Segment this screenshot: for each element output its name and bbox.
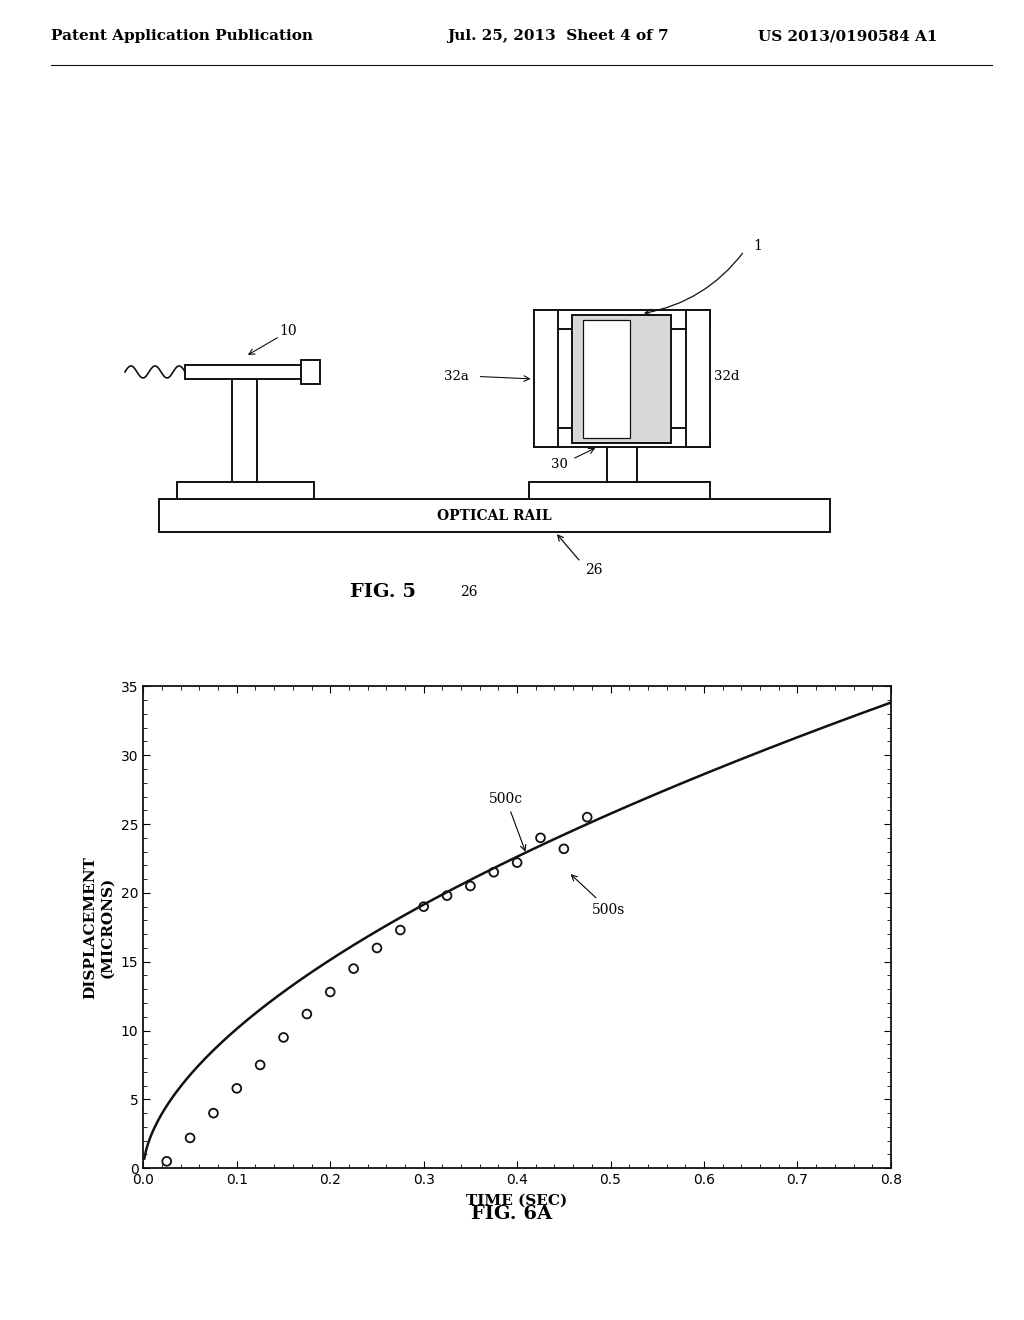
Point (205, 1102, 221, 1123)
Point (556, 838, 572, 859)
Point (275, 1027, 292, 1048)
Point (416, 896, 432, 917)
Text: 26: 26 (585, 562, 602, 577)
Text: 500s: 500s (571, 875, 626, 916)
Text: 26: 26 (461, 585, 478, 599)
X-axis label: TIME (SEC): TIME (SEC) (467, 1195, 567, 1208)
Text: 32a: 32a (444, 370, 469, 383)
Point (509, 851, 525, 873)
Point (532, 828, 549, 849)
Text: US 2013/0190584 A1: US 2013/0190584 A1 (758, 29, 937, 44)
Text: 32d: 32d (714, 370, 739, 383)
Point (439, 886, 456, 907)
Text: FIG. 5: FIG. 5 (350, 583, 416, 601)
Point (182, 1127, 199, 1148)
Bar (301, 360, 321, 384)
Text: Jul. 25, 2013  Sheet 4 of 7: Jul. 25, 2013 Sheet 4 of 7 (446, 29, 669, 44)
Bar (185, 364, 318, 379)
Point (322, 982, 338, 1003)
Text: Patent Application Publication: Patent Application Publication (51, 29, 313, 44)
Point (345, 958, 361, 979)
Text: 500c: 500c (489, 792, 525, 850)
Bar (160, 499, 830, 532)
Bar (606, 446, 637, 482)
Bar (176, 482, 314, 499)
Text: 30: 30 (551, 458, 567, 471)
Bar (583, 321, 630, 438)
Point (159, 1151, 175, 1172)
Point (299, 1003, 315, 1024)
Bar (534, 310, 710, 329)
Text: 10: 10 (280, 325, 297, 338)
Bar (686, 310, 710, 446)
Point (369, 937, 385, 958)
Text: OPTICAL RAIL: OPTICAL RAIL (437, 508, 552, 523)
Bar (232, 367, 257, 482)
Text: 1: 1 (753, 239, 762, 253)
Point (579, 807, 595, 828)
Point (485, 862, 502, 883)
Bar (534, 428, 710, 446)
Y-axis label: DISPLACEMENT
(MICRONS): DISPLACEMENT (MICRONS) (84, 855, 114, 999)
Bar (534, 310, 558, 446)
Bar (529, 482, 710, 499)
Point (392, 920, 409, 941)
Bar (572, 315, 671, 442)
Point (252, 1055, 268, 1076)
Text: FIG. 6A: FIG. 6A (471, 1205, 553, 1224)
Point (462, 875, 478, 896)
Point (228, 1078, 245, 1100)
